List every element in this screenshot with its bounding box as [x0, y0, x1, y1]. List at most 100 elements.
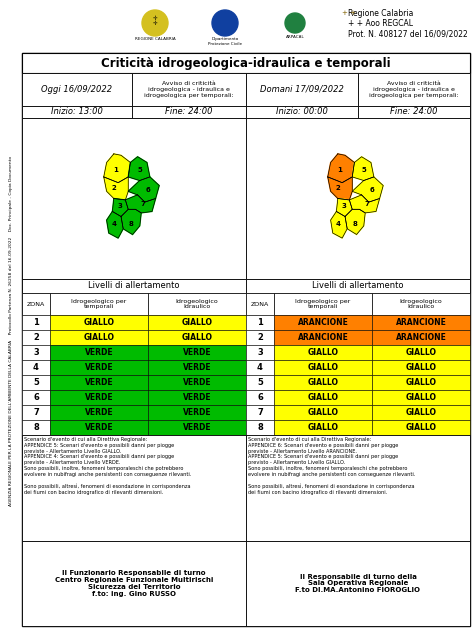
Text: 8: 8: [257, 423, 263, 432]
Bar: [22, 73, 132, 106]
Text: GIALLO: GIALLO: [405, 393, 437, 402]
Text: 5: 5: [361, 167, 366, 173]
Bar: [148, 405, 246, 420]
Text: Regione Calabria
+ + Aoo REGCAL
Prot. N. 408127 del 16/09/2022: Regione Calabria + + Aoo REGCAL Prot. N.…: [348, 9, 468, 38]
Text: 1: 1: [257, 318, 263, 327]
Text: VERDE: VERDE: [85, 393, 113, 402]
Text: Il Responsabile di turno della
Sala Operativa Regionale
F.to DI.MA.Antonino FIOR: Il Responsabile di turno della Sala Oper…: [295, 574, 420, 594]
Polygon shape: [345, 209, 365, 235]
Text: Scenario d'evento di cui alla Direttiva Regionale:
APPENDICE 5: Scenari d'evento: Scenario d'evento di cui alla Direttiva …: [24, 437, 191, 495]
Bar: [274, 405, 372, 420]
Text: 2: 2: [257, 333, 263, 342]
Bar: [22, 53, 470, 73]
Polygon shape: [128, 156, 150, 180]
Bar: [22, 360, 50, 375]
Text: GIALLO: GIALLO: [405, 348, 437, 357]
Bar: [274, 375, 372, 390]
Text: 7: 7: [364, 201, 369, 207]
Text: VERDE: VERDE: [85, 423, 113, 432]
Bar: [246, 106, 358, 118]
Text: AGENZIA REGIONALE PER LA PROTEZIONE DELL'AMBIENTE DELLA CALABRIA    Protocollo P: AGENZIA REGIONALE PER LA PROTEZIONE DELL…: [9, 156, 13, 506]
Polygon shape: [328, 177, 352, 200]
Text: 2: 2: [33, 333, 39, 342]
Text: Dipartimento
Protezione Civile: Dipartimento Protezione Civile: [208, 37, 242, 45]
Bar: [148, 293, 246, 315]
Polygon shape: [107, 211, 123, 238]
Bar: [22, 279, 246, 293]
Bar: [50, 390, 148, 405]
Bar: [274, 420, 372, 435]
Text: ARANCIONE: ARANCIONE: [396, 333, 447, 342]
Text: GIALLO: GIALLO: [308, 378, 338, 387]
Bar: [358, 106, 470, 118]
Text: 6: 6: [33, 393, 39, 402]
Bar: [246, 330, 274, 345]
Text: 8: 8: [353, 221, 357, 227]
Bar: [22, 330, 50, 345]
Bar: [148, 375, 246, 390]
Text: ARPACAL: ARPACAL: [286, 35, 304, 39]
Text: 2: 2: [336, 186, 340, 191]
Text: 4: 4: [257, 363, 263, 372]
Text: VERDE: VERDE: [182, 378, 211, 387]
Bar: [148, 420, 246, 435]
Text: ARANCIONE: ARANCIONE: [298, 333, 348, 342]
Text: ARANCIONE: ARANCIONE: [298, 318, 348, 327]
Bar: [148, 330, 246, 345]
Bar: [148, 315, 246, 330]
Bar: [246, 375, 274, 390]
Text: Idrogeologico per
temporali: Idrogeologico per temporali: [295, 298, 351, 309]
Bar: [372, 345, 470, 360]
Text: Avviso di criticità
idrogeologica - idraulica e
idrogeologica per temporali:: Avviso di criticità idrogeologica - idra…: [369, 81, 459, 98]
Polygon shape: [128, 177, 159, 202]
Text: 8: 8: [33, 423, 39, 432]
Bar: [50, 345, 148, 360]
Text: GIALLO: GIALLO: [405, 408, 437, 417]
Bar: [22, 375, 50, 390]
Text: 5: 5: [137, 167, 142, 173]
Bar: [22, 118, 246, 279]
Text: GIALLO: GIALLO: [83, 318, 115, 327]
Bar: [50, 420, 148, 435]
Text: VERDE: VERDE: [85, 348, 113, 357]
Bar: [372, 375, 470, 390]
Polygon shape: [121, 209, 141, 235]
Bar: [274, 390, 372, 405]
Bar: [50, 375, 148, 390]
Text: 5: 5: [257, 378, 263, 387]
Bar: [22, 345, 50, 360]
Bar: [148, 390, 246, 405]
Text: ZONA: ZONA: [251, 302, 269, 307]
Text: REGIONE CALABRIA: REGIONE CALABRIA: [135, 37, 175, 41]
Text: Avviso di criticità
idrogeologica - idraulica e
idrogeologica per temporali:: Avviso di criticità idrogeologica - idra…: [144, 81, 234, 98]
Text: Idrogeologico
Idraulico: Idrogeologico Idraulico: [400, 298, 442, 309]
Bar: [132, 106, 246, 118]
Text: VERDE: VERDE: [182, 423, 211, 432]
Text: 4: 4: [335, 221, 340, 227]
Text: VERDE: VERDE: [85, 408, 113, 417]
Polygon shape: [337, 199, 352, 216]
Bar: [22, 293, 50, 315]
Text: 6: 6: [146, 187, 151, 193]
Polygon shape: [352, 156, 374, 180]
Text: 3: 3: [33, 348, 39, 357]
Text: Oggi 16/09/2022: Oggi 16/09/2022: [41, 85, 112, 94]
Text: 1: 1: [33, 318, 39, 327]
Bar: [246, 435, 470, 541]
Text: VERDE: VERDE: [85, 378, 113, 387]
Polygon shape: [125, 195, 155, 213]
Text: Fine: 24:00: Fine: 24:00: [390, 107, 438, 117]
Bar: [372, 405, 470, 420]
Bar: [22, 541, 246, 626]
Bar: [372, 293, 470, 315]
Text: 8: 8: [128, 221, 134, 227]
Text: GIALLO: GIALLO: [308, 363, 338, 372]
Text: VERDE: VERDE: [182, 393, 211, 402]
Text: 3: 3: [341, 203, 346, 209]
Bar: [246, 405, 274, 420]
Bar: [246, 315, 274, 330]
Bar: [246, 118, 470, 279]
Bar: [246, 279, 470, 293]
Polygon shape: [352, 177, 383, 202]
Bar: [246, 541, 470, 626]
